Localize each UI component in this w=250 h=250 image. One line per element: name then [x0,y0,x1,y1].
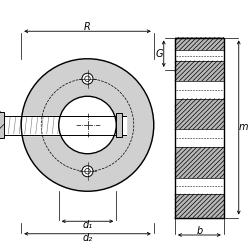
Bar [175,81,224,99]
Circle shape [82,73,93,84]
Polygon shape [21,59,154,191]
Bar [175,50,224,61]
Polygon shape [4,116,126,134]
Polygon shape [59,96,116,154]
Circle shape [82,166,93,177]
Bar [175,129,224,147]
Text: d₂: d₂ [82,233,92,243]
Text: G: G [156,49,163,59]
Bar [175,38,224,50]
Bar [175,61,224,81]
Bar [175,147,224,178]
Text: d₁: d₁ [82,220,92,230]
Bar [175,38,224,218]
Text: m: m [238,122,248,132]
Bar [175,99,224,129]
Bar [0,112,4,138]
Text: R: R [84,22,91,32]
Text: b: b [196,226,202,236]
Bar [116,113,122,137]
Bar [175,194,224,218]
Bar [175,178,224,194]
